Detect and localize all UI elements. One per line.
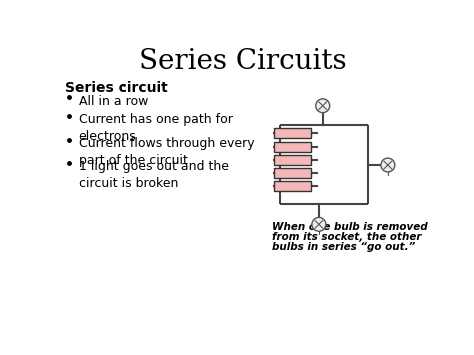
Text: When one bulb is removed: When one bulb is removed xyxy=(273,222,428,232)
Text: from its socket, the other: from its socket, the other xyxy=(273,232,422,242)
Text: All in a row: All in a row xyxy=(79,95,148,108)
FancyBboxPatch shape xyxy=(274,155,311,165)
Circle shape xyxy=(312,217,326,231)
Circle shape xyxy=(316,99,330,113)
FancyBboxPatch shape xyxy=(274,142,311,152)
Circle shape xyxy=(381,158,395,172)
FancyBboxPatch shape xyxy=(274,168,311,178)
Text: bulbs in series “go out.”: bulbs in series “go out.” xyxy=(273,242,416,252)
Text: :: : xyxy=(121,81,126,95)
Text: 1 light goes out and the
circuit is broken: 1 light goes out and the circuit is brok… xyxy=(79,160,228,190)
Text: Series circuit: Series circuit xyxy=(65,81,168,95)
FancyBboxPatch shape xyxy=(274,129,311,138)
FancyBboxPatch shape xyxy=(274,181,311,191)
Text: Current flows through every
part of the circuit: Current flows through every part of the … xyxy=(79,137,254,167)
Text: Series Circuits: Series Circuits xyxy=(139,48,347,75)
Text: Current has one path for
electrons: Current has one path for electrons xyxy=(79,114,233,143)
